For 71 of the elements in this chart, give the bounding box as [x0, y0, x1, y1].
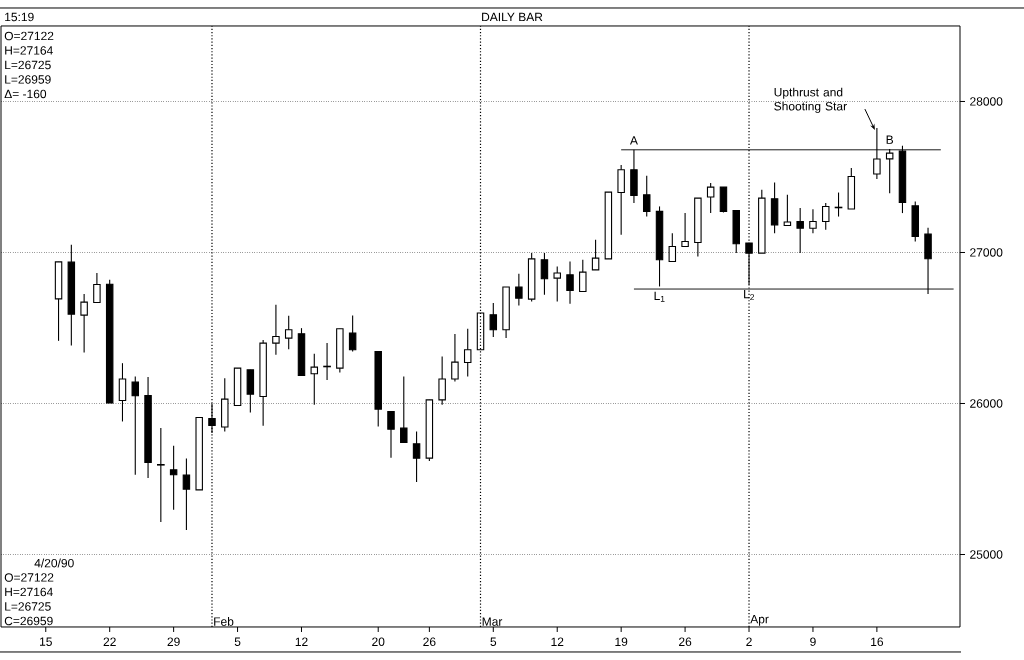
candlestick [182, 457, 191, 531]
candlestick [617, 164, 625, 236]
x-tick-label: 26 [423, 637, 436, 647]
candlestick [118, 362, 127, 423]
annotation: Mar [482, 617, 503, 626]
annotation: Apr [750, 615, 769, 626]
candlestick [272, 304, 280, 356]
candlestick [642, 175, 651, 218]
annotation: Upthrust and Shooting Star [774, 87, 847, 113]
candlestick [553, 265, 561, 303]
candlestick [310, 353, 319, 406]
annotation: O=27122 [4, 573, 54, 582]
x-tick-label: 19 [615, 637, 628, 647]
x-tick-label: 2 [746, 637, 752, 646]
candlestick [540, 252, 549, 296]
candlestick [706, 182, 715, 214]
y-tick-label: 25000 [970, 550, 1003, 559]
chart-title: DAILY BAR [482, 12, 543, 22]
x-tick-label: 9 [810, 637, 816, 647]
annotation: 4/20/90 [34, 558, 74, 568]
candlestick [463, 328, 472, 378]
x-tick-label: 5 [234, 637, 241, 646]
x-tick-label: 26 [679, 637, 692, 647]
x-tick-label: 12 [295, 637, 308, 646]
annotation: L=26725 [5, 602, 51, 611]
candlestick [668, 232, 677, 263]
candlestick [80, 293, 88, 353]
candlestick [515, 273, 523, 307]
candlestick [451, 333, 459, 382]
x-tick-label: 5 [490, 637, 497, 646]
x-tick-label: 16 [871, 637, 884, 647]
candlestick [131, 375, 140, 476]
annotation: L=26725 [5, 60, 51, 70]
candlestick [783, 194, 792, 227]
x-tick-label: 15 [40, 637, 52, 646]
annotation: C=26959 [4, 616, 53, 626]
candlestick [412, 430, 421, 483]
x-tick-label: 12 [551, 637, 564, 646]
candlestick [681, 212, 689, 247]
x-tick-label: 29 [167, 637, 180, 647]
x-tick-label: 20 [372, 637, 385, 647]
annotation: L$_{1}$ [654, 291, 665, 302]
candlestick [400, 375, 408, 444]
candlestick [93, 272, 101, 304]
candlestick [579, 259, 587, 292]
candlestick [809, 208, 817, 234]
annotation: A [629, 136, 638, 145]
annotation: H=27164 [5, 46, 53, 55]
annotation: Δ= -160 [4, 89, 47, 99]
annotation: Feb [214, 616, 234, 626]
annotation: L=26959 [5, 75, 51, 84]
candlestick [591, 239, 600, 271]
candlestick [566, 261, 574, 305]
candlestick [169, 445, 178, 511]
candlestick [489, 302, 498, 338]
text: 15:19 [5, 12, 34, 22]
candlestick [822, 202, 830, 231]
annotation: O=27122 [4, 31, 54, 41]
candlestick [796, 207, 804, 254]
candlestick [348, 314, 357, 353]
annotation: B [886, 135, 894, 144]
candlestick [387, 410, 395, 459]
candlestick [156, 427, 166, 523]
candlestick [284, 315, 293, 350]
y-tick-label: 26000 [970, 399, 1003, 408]
candlestick [438, 355, 446, 406]
annotation: H=27164 [5, 587, 53, 597]
annotation: L$_{2}$ [744, 290, 755, 301]
y-tick-label: 27000 [970, 248, 1003, 257]
y-tick-label: 28000 [970, 97, 1003, 106]
x-tick-label: 22 [103, 637, 116, 646]
